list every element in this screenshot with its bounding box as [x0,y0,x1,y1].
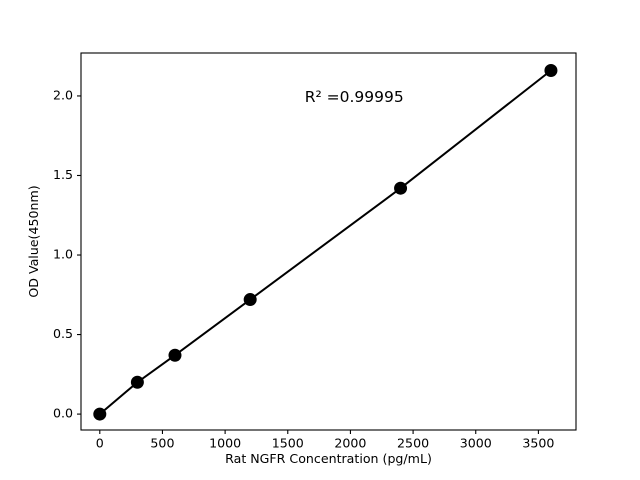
y-tick-label: 2.0 [53,87,73,102]
y-tick-label: 1.0 [53,247,73,262]
data-point-marker [394,181,408,195]
y-axis-ticks [77,95,81,415]
data-point-marker [544,64,558,77]
data-point-marker [168,348,182,362]
x-tick-label: 1000 [209,436,241,451]
data-point-marker [130,375,144,389]
x-tick-label: 3500 [522,436,554,451]
x-axis-title: Rat NGFR Concentration (pg/mL) [225,451,432,466]
data-point-marker [93,407,107,421]
x-tick-label: 1500 [272,436,304,451]
data-point-marker [243,293,257,307]
x-tick-label: 500 [150,436,174,451]
axes-frame [80,52,577,431]
series-line [98,69,552,416]
series-markers [93,64,558,421]
x-tick-label: 3000 [460,436,492,451]
y-axis-title: OD Value(450nm) [26,185,41,297]
x-tick-label: 0 [96,436,104,451]
x-tick-label: 2500 [397,436,429,451]
y-tick-label: 1.5 [53,167,73,182]
y-tick-label: 0.0 [53,406,73,421]
x-axis-ticks [99,430,539,434]
chart-annotations: R² =0.99995 [305,88,404,106]
y-tick-label: 0.5 [53,326,73,341]
r-squared-annotation: R² =0.99995 [305,88,404,106]
y-axis-tick-labels: 0.0 0.5 1.0 1.5 2.0 [53,87,73,420]
x-tick-label: 2000 [334,436,366,451]
x-axis-tick-labels: 0 500 1000 1500 2000 2500 3000 3500 [96,436,555,451]
